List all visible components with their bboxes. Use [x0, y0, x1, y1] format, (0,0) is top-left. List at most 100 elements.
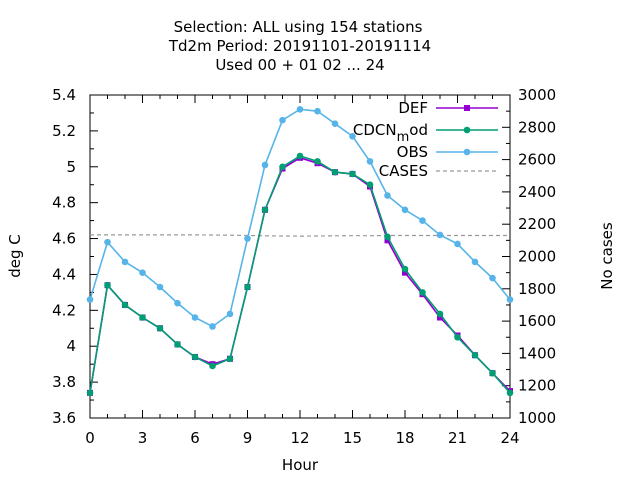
x-tick-label: 15	[343, 429, 362, 447]
y-tick-label: 3.8	[52, 373, 76, 391]
y2-tick-label: 2200	[518, 215, 556, 233]
y-tick-label: 5	[66, 158, 76, 176]
data-point-obs	[384, 192, 391, 199]
series-lines	[86, 106, 514, 397]
axis-tick-labels: 0 3 6 9 12 15 18 21 24 3.6 3.8 4 4.2 4.4 4.6 4.8 5 5.2 5.4…	[52, 86, 556, 447]
data-point-cdcn-mod	[191, 353, 199, 361]
y2-tick-label: 2000	[518, 248, 556, 266]
y-tick-label: 5.2	[52, 122, 76, 140]
data-point-obs	[226, 310, 234, 318]
data-point-cdcn-mod	[471, 351, 479, 359]
x-tick-label: 9	[243, 429, 253, 447]
data-point-obs	[156, 283, 164, 291]
y2-tick-label: 2400	[518, 183, 556, 201]
data-point-obs	[174, 299, 181, 307]
series-line-obs	[89, 108, 511, 328]
series-line-cases	[90, 234, 510, 237]
y2-tick-label: 1800	[518, 280, 556, 298]
y2-tick-label: 1000	[518, 409, 556, 427]
y-tick-label: 4.4	[52, 265, 76, 283]
title-line-2: Td2m Period: 20191101-20191114	[168, 37, 431, 55]
data-point-obs	[121, 258, 129, 266]
data-point-cdcn-mod	[121, 301, 129, 309]
axis-ticks	[89, 94, 511, 419]
data-point-cdcn-mod	[489, 369, 496, 377]
data-point-cdcn-mod	[226, 355, 234, 363]
y-tick-label: 4.6	[52, 230, 76, 248]
chart-title: Selection: ALL using 154 stations Td2m P…	[168, 18, 431, 74]
x-tick-label: 24	[500, 429, 519, 447]
data-point-obs	[436, 231, 444, 239]
data-point-obs	[366, 158, 374, 165]
data-point-obs	[139, 269, 146, 276]
data-point-obs	[314, 107, 321, 115]
data-point-obs	[209, 323, 216, 330]
data-point-cdcn-mod	[506, 389, 514, 397]
data-point-obs	[489, 274, 496, 282]
data-point-cdcn-mod	[349, 170, 356, 178]
data-point-cdcn-mod	[139, 314, 146, 321]
series-line-cdcn-mod	[89, 155, 511, 394]
data-point-obs	[244, 235, 251, 242]
data-point-cdcn-mod	[331, 168, 339, 176]
legend-label: CASES	[379, 162, 428, 180]
data-point-obs	[471, 258, 479, 266]
data-point-def	[384, 237, 391, 244]
data-point-obs	[104, 238, 111, 246]
data-point-obs	[331, 120, 339, 128]
y-tick-label: 4.8	[52, 194, 76, 212]
legend-label: CDCNmod	[353, 121, 428, 145]
data-point-cdcn-mod	[174, 341, 181, 348]
data-point-obs	[506, 296, 514, 303]
data-point-cdcn-mod	[436, 310, 444, 318]
data-point-obs	[191, 314, 199, 321]
series-line-def	[89, 156, 511, 394]
x-tick-label: 6	[190, 429, 200, 447]
x-tick-label: 3	[138, 429, 148, 447]
data-point-cdcn-mod	[314, 158, 321, 165]
title-line-3: Used 00 + 01 02 ... 24	[215, 56, 384, 74]
data-point-obs	[419, 217, 426, 224]
data-point-obs	[86, 296, 94, 303]
x-tick-label: 0	[85, 429, 95, 447]
x-tick-label: 18	[395, 429, 414, 447]
y-axis-label: deg C	[6, 234, 24, 278]
y2-tick-label: 1600	[518, 312, 556, 330]
data-point-cdcn-mod	[366, 181, 374, 189]
legend-marker	[463, 126, 471, 134]
data-point-cdcn-mod	[279, 163, 286, 171]
data-point-cdcn-mod	[261, 206, 269, 214]
legend-label: OBS	[397, 143, 428, 161]
y2-axis-label: No cases	[598, 222, 616, 290]
data-point-cdcn-mod	[209, 362, 216, 370]
data-point-cdcn-mod	[296, 152, 304, 160]
data-point-cdcn-mod	[384, 233, 391, 241]
y2-tick-label: 1400	[518, 344, 556, 362]
data-point-cdcn-mod	[419, 289, 426, 296]
data-point-obs	[261, 161, 269, 169]
y-tick-label: 4	[66, 337, 76, 355]
data-point-obs	[279, 116, 286, 124]
y2-tick-label: 2800	[518, 118, 556, 136]
x-tick-label: 12	[290, 429, 309, 447]
data-point-obs	[454, 240, 461, 248]
legend-label: DEF	[398, 99, 428, 117]
data-point-cdcn-mod	[244, 283, 251, 291]
y2-tick-label: 2600	[518, 151, 556, 169]
legend-marker	[463, 148, 471, 156]
data-point-def	[437, 314, 443, 321]
title-line-1: Selection: ALL using 154 stations	[174, 18, 423, 36]
plot-frame	[89, 94, 511, 419]
y-tick-label: 4.2	[52, 301, 76, 319]
data-point-cdcn-mod	[156, 324, 164, 332]
y-tick-label: 5.4	[52, 86, 76, 104]
data-point-cdcn-mod	[104, 281, 111, 289]
data-point-cdcn-mod	[86, 389, 94, 397]
data-point-obs	[401, 206, 409, 214]
legend-marker	[464, 105, 470, 111]
data-point-cdcn-mod	[454, 333, 461, 341]
x-tick-label: 21	[448, 429, 467, 447]
x-axis-label: Hour	[282, 456, 319, 474]
data-point-cdcn-mod	[401, 265, 409, 273]
